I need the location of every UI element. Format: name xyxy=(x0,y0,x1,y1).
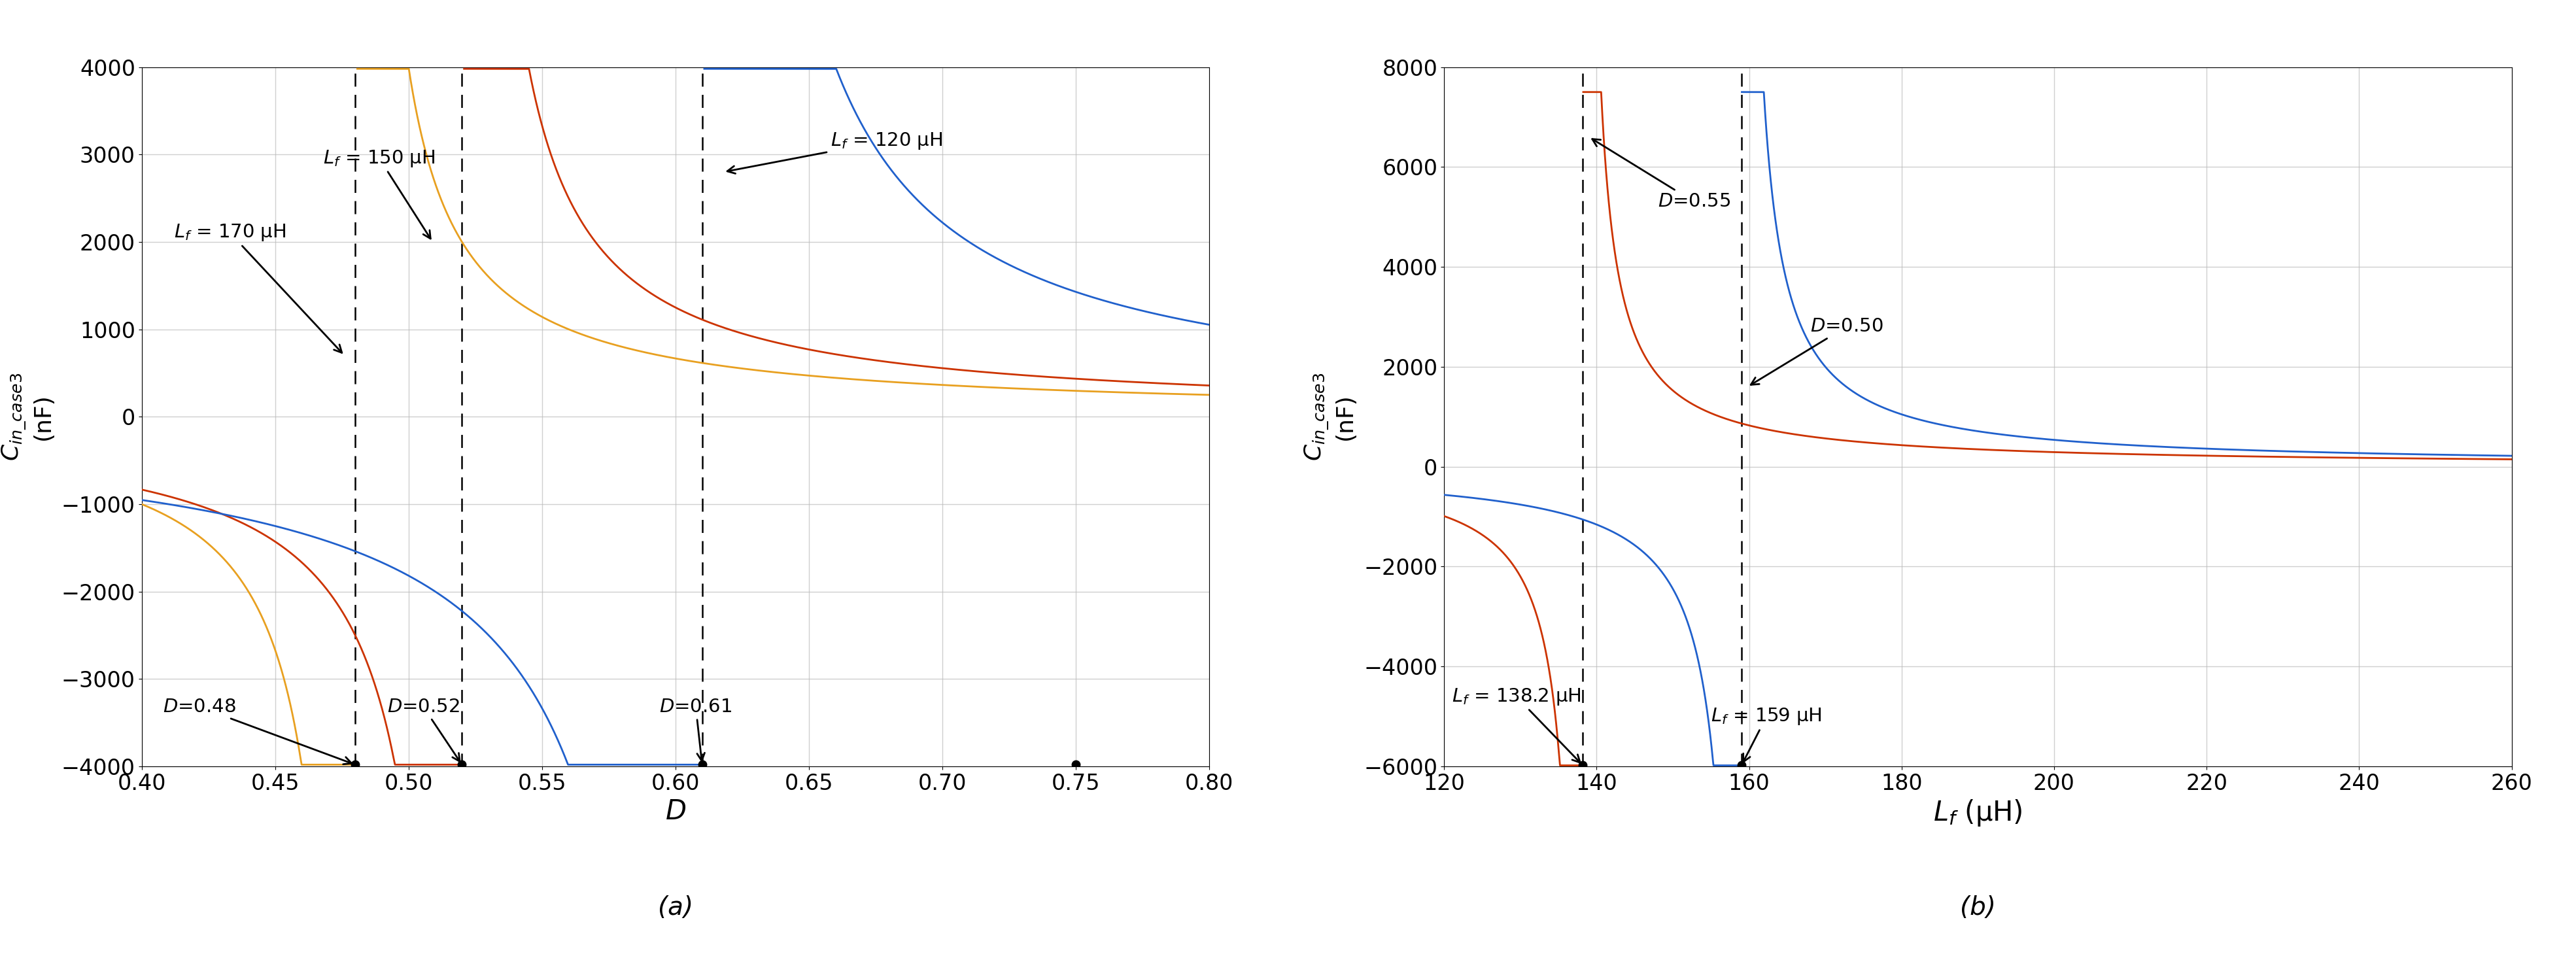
Text: $L_f$ = 159 μH: $L_f$ = 159 μH xyxy=(1710,706,1821,762)
Text: $D$=0.52: $D$=0.52 xyxy=(386,697,459,762)
X-axis label: $L_f$ (μH): $L_f$ (μH) xyxy=(1932,798,2022,828)
Title: (a): (a) xyxy=(657,895,693,920)
Text: $D$=0.55: $D$=0.55 xyxy=(1592,139,1731,211)
Y-axis label: $C_{in\_case3}$
(nF): $C_{in\_case3}$ (nF) xyxy=(0,373,54,461)
X-axis label: $D$: $D$ xyxy=(665,798,685,826)
Text: $D$=0.61: $D$=0.61 xyxy=(659,697,732,761)
Text: $L_f$ = 120 μH: $L_f$ = 120 μH xyxy=(726,130,943,173)
Text: $L_f$ = 150 μH: $L_f$ = 150 μH xyxy=(322,148,435,239)
Text: $D$=0.48: $D$=0.48 xyxy=(162,697,350,764)
Text: $L_f$ = 138.2 μH: $L_f$ = 138.2 μH xyxy=(1453,687,1582,763)
Title: (b): (b) xyxy=(1960,895,1996,920)
Y-axis label: $C_{in\_case3}$
(nF): $C_{in\_case3}$ (nF) xyxy=(1303,373,1358,461)
Text: $D$=0.50: $D$=0.50 xyxy=(1752,317,1883,385)
Text: $L_f$ = 170 μH: $L_f$ = 170 μH xyxy=(173,222,343,353)
